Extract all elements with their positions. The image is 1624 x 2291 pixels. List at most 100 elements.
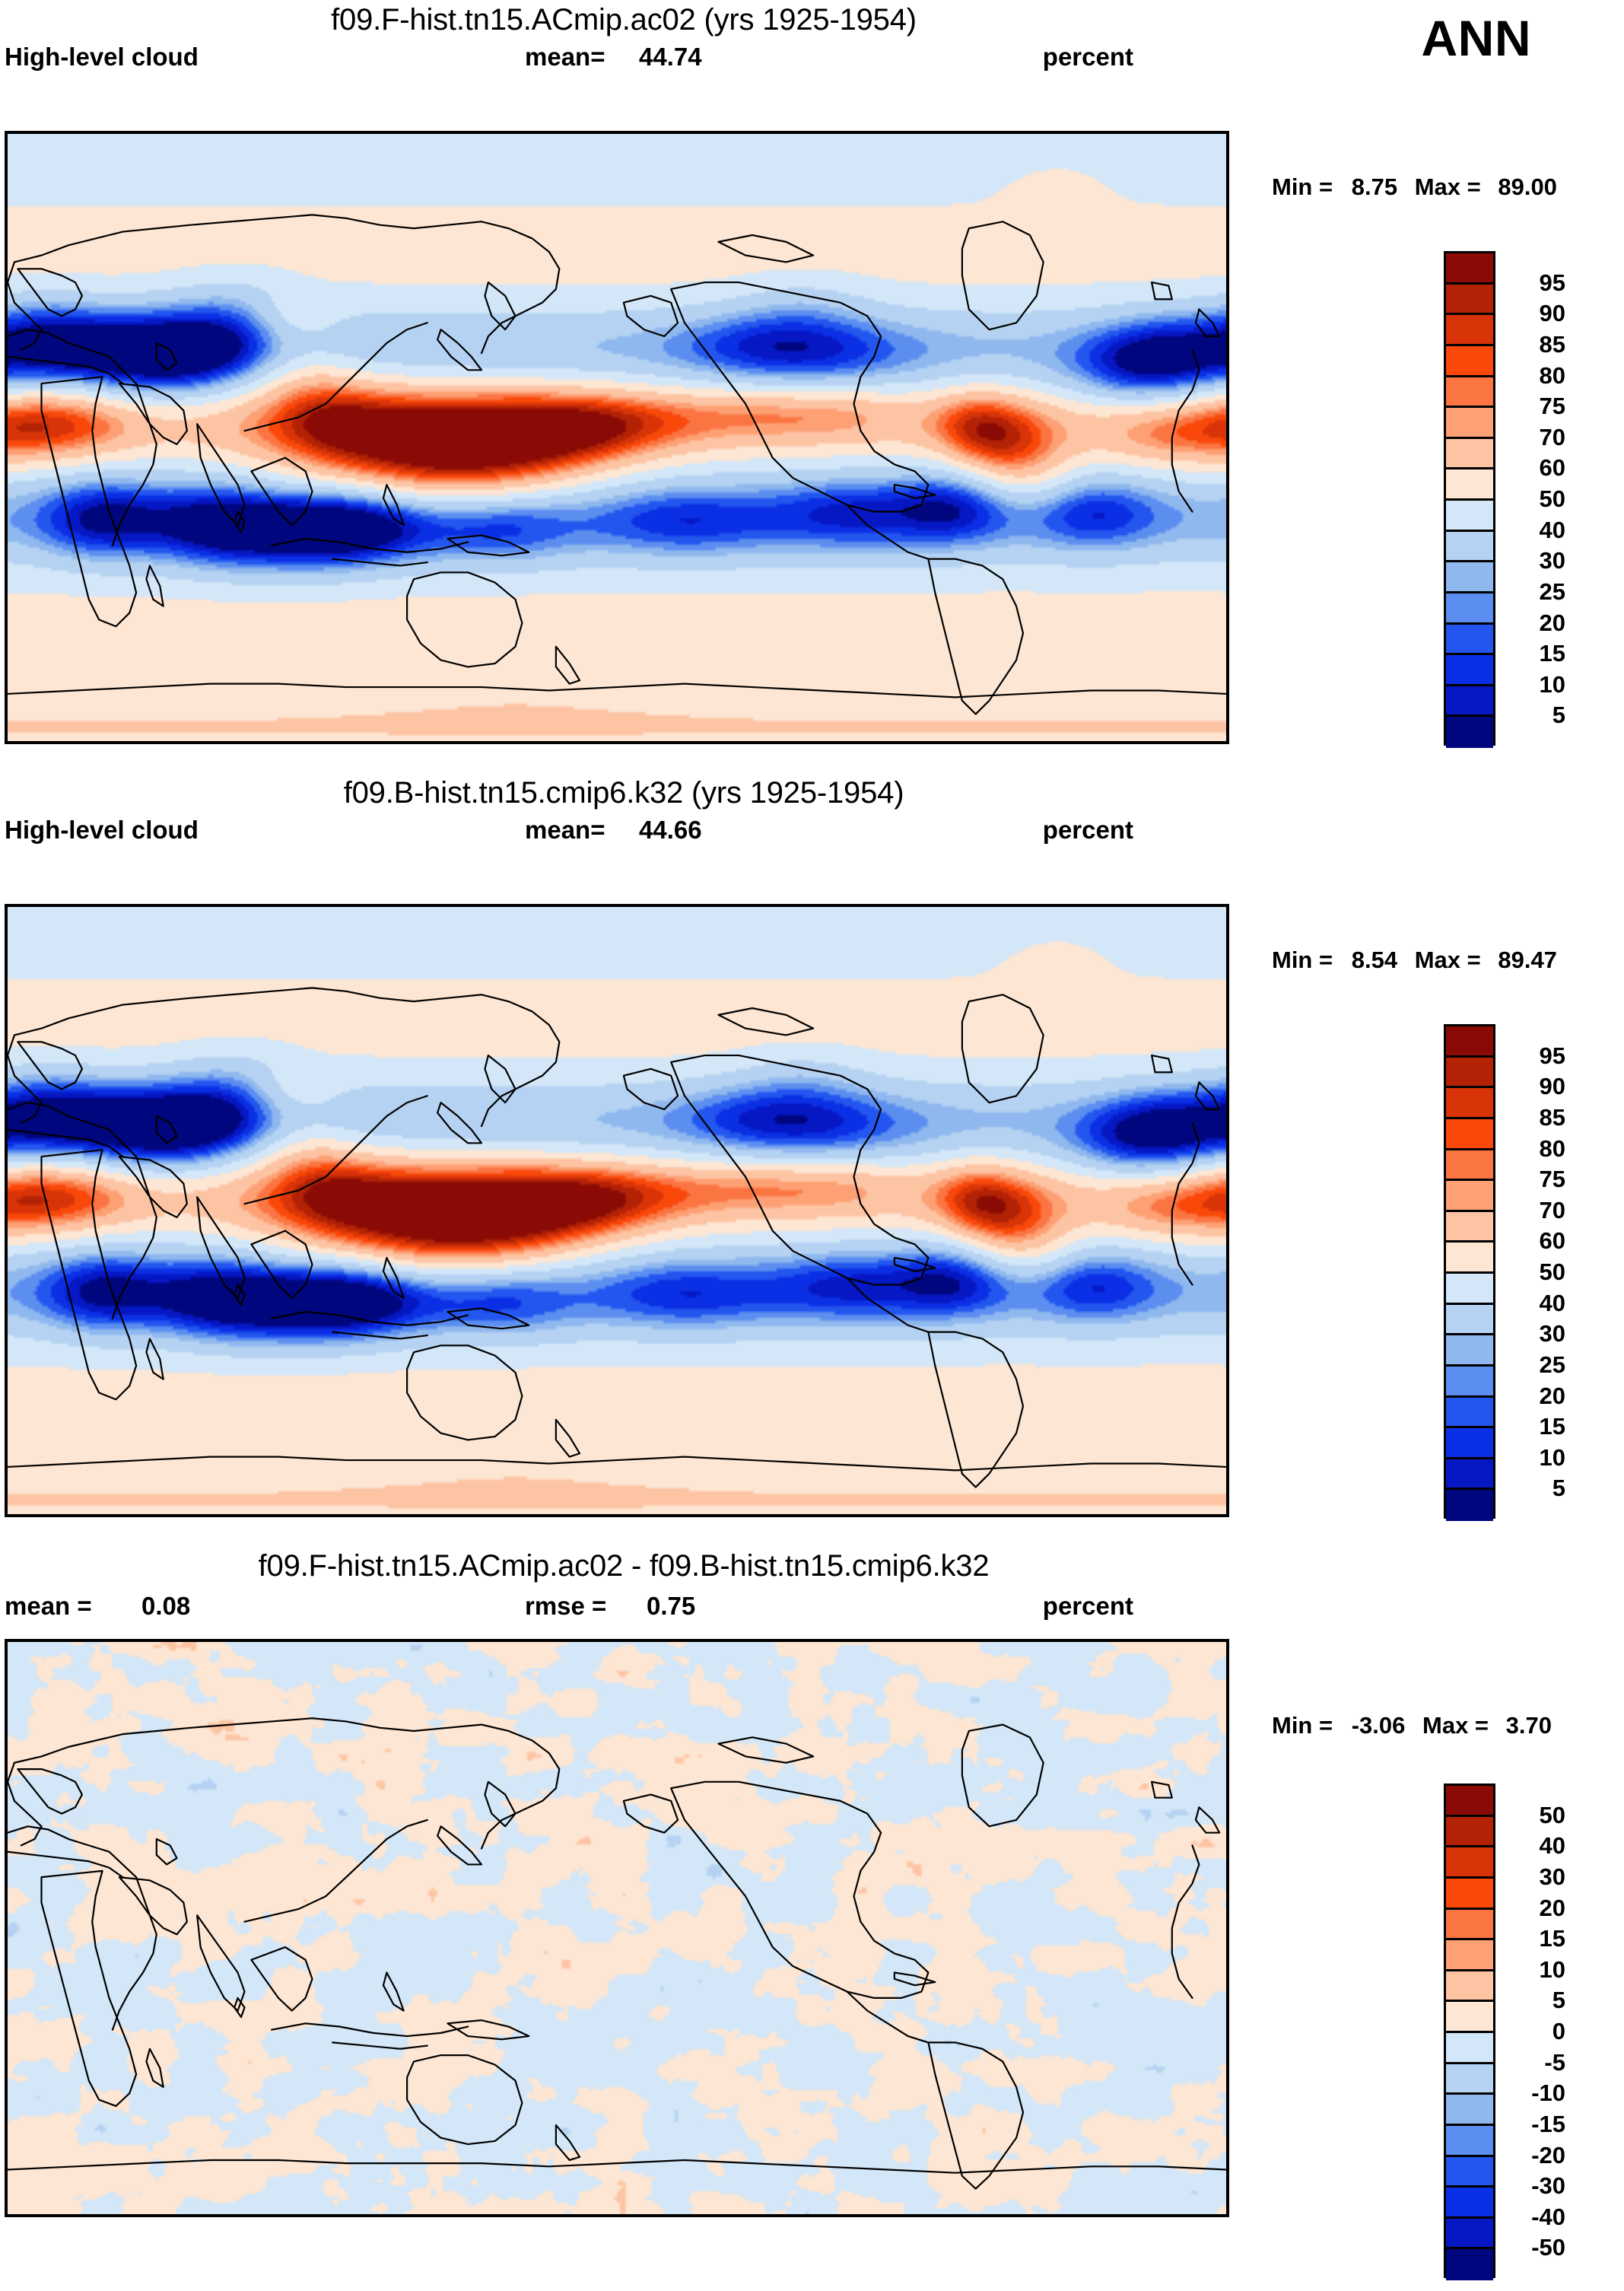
colorbar-swatch: [1446, 408, 1493, 439]
coastline-path: [719, 1737, 814, 1762]
coastline-path: [119, 1877, 187, 1934]
panel-1-max-label: Max =: [1414, 173, 1481, 200]
coastline-path: [8, 1763, 42, 1846]
colorbar-swatch: [1446, 1211, 1493, 1243]
coastline-path: [624, 296, 678, 336]
colorbar-tick-label: 5: [1552, 702, 1565, 729]
coastline-path: [8, 1103, 157, 1319]
coastline-path: [407, 2055, 522, 2144]
colorbar-tick-label: 30: [1539, 1320, 1565, 1348]
colorbar-tick-label: 50: [1539, 1801, 1565, 1828]
coastline-path: [8, 262, 42, 349]
coastline-path: [332, 559, 427, 566]
coastline-path: [485, 1782, 515, 1826]
colorbar-swatch: [1446, 2063, 1493, 2095]
coastline-path: [251, 1947, 312, 2011]
panel-1-min-value: 8.75: [1351, 173, 1398, 200]
coastline-path: [383, 485, 404, 525]
panel-2-variable-label: High-level cloud: [5, 816, 199, 844]
colorbar-swatch: [1446, 1088, 1493, 1119]
coastline-path: [847, 1278, 929, 1332]
coastline-path: [624, 1069, 678, 1109]
colorbar-tick-label: 30: [1539, 547, 1565, 574]
season-badge: ANN: [1421, 10, 1531, 66]
coastline-path: [556, 2125, 580, 2160]
colorbar-swatch: [1446, 1909, 1493, 1941]
colorbar-swatch: [1446, 2249, 1493, 2280]
coastline-path: [14, 988, 559, 1126]
colorbar-swatch: [1446, 624, 1493, 656]
colorbar-swatch: [1446, 1847, 1493, 1879]
coastline-path: [157, 1839, 177, 1864]
coastline-path: [234, 512, 244, 533]
coastline-path: [928, 559, 1023, 714]
colorbar-swatch: [1446, 345, 1493, 377]
colorbar-tick-label: 75: [1539, 393, 1565, 420]
coastline-path: [251, 1231, 312, 1299]
colorbar-tick-label: -50: [1531, 2234, 1565, 2261]
panel-2-colorbar: [1444, 1024, 1495, 1521]
coastline-path: [1196, 310, 1219, 336]
coastline-path: [719, 1008, 814, 1035]
colorbar-tick-label: 85: [1539, 330, 1565, 358]
coastline-path: [272, 2023, 468, 2036]
colorbar-swatch: [1446, 469, 1493, 501]
coastline-path: [17, 1769, 82, 1813]
coastline-path: [485, 282, 515, 329]
colorbar-swatch: [1446, 1816, 1493, 1848]
coastline-path: [119, 383, 187, 444]
coastline-path: [928, 2042, 1023, 2188]
coastline-path: [962, 994, 1044, 1103]
colorbar-tick-label: 95: [1539, 269, 1565, 296]
coastline-path: [245, 1820, 427, 1922]
coastline-path: [8, 684, 1226, 698]
coastline-path: [847, 505, 929, 559]
coastline-path: [671, 1055, 928, 1284]
panel-1-variable-label: High-level cloud: [5, 43, 199, 71]
panel-3-min-label: Min =: [1272, 1712, 1333, 1739]
panel-2-title: f09.B-hist.tn15.cmip6.k32 (yrs 1925-1954…: [343, 776, 904, 810]
coastline-path: [437, 1826, 481, 1864]
coastline-path: [245, 1096, 427, 1204]
coastline-path: [383, 1972, 404, 2010]
colorbar-tick-label: 25: [1539, 1351, 1565, 1378]
colorbar-tick-label: 10: [1539, 1443, 1565, 1471]
coastline-path: [8, 329, 157, 546]
colorbar-tick-label: 20: [1539, 609, 1565, 636]
colorbar-tick-label: 10: [1539, 1955, 1565, 1983]
colorbar-swatch: [1446, 1971, 1493, 2003]
colorbar-tick-label: 90: [1539, 300, 1565, 327]
coastline-path: [14, 215, 559, 353]
coastline-path: [437, 329, 481, 370]
colorbar-swatch: [1446, 1150, 1493, 1182]
panel-3-units-label: percent: [1042, 1592, 1133, 1620]
panel-1-info-row: High-level cloud mean= 44.74 percent: [0, 43, 1247, 73]
coastline-path: [42, 1871, 137, 2106]
coastline-path: [1152, 282, 1172, 299]
colorbar-swatch: [1446, 1181, 1493, 1212]
colorbar-tick-label: -20: [1531, 2141, 1565, 2168]
panel-2-min-label: Min =: [1272, 947, 1333, 973]
coastline-path: [895, 1972, 935, 1985]
coastline-path: [234, 1998, 244, 2017]
panel-3-rmse-value: 0.75: [647, 1592, 696, 1620]
panel-2-info-row: High-level cloud mean= 44.66 percent: [0, 816, 1247, 846]
colorbar-tick-label: 5: [1552, 1987, 1565, 2014]
coastline-path: [251, 458, 312, 526]
colorbar-tick-label: 25: [1539, 578, 1565, 605]
panel-3-info-row: mean = 0.08 rmse = 0.75 percent: [0, 1592, 1247, 1622]
coastline-path: [8, 1457, 1226, 1471]
coastline-path: [962, 221, 1044, 329]
colorbar-swatch: [1446, 1459, 1493, 1491]
colorbar-tick-label: 85: [1539, 1103, 1565, 1131]
coastline-path: [407, 1345, 522, 1440]
panel-3-map: [5, 1639, 1229, 2217]
colorbar-tick-label: 70: [1539, 1196, 1565, 1223]
panel-3-max-label: Max =: [1422, 1712, 1489, 1739]
coastline-path: [157, 343, 177, 370]
colorbar-tick-label: 80: [1539, 1134, 1565, 1162]
coastline-path: [8, 1035, 42, 1122]
colorbar-tick-label: 40: [1539, 516, 1565, 543]
panel-1-units-label: percent: [1042, 43, 1133, 71]
panel-2-min-value: 8.54: [1351, 947, 1398, 973]
